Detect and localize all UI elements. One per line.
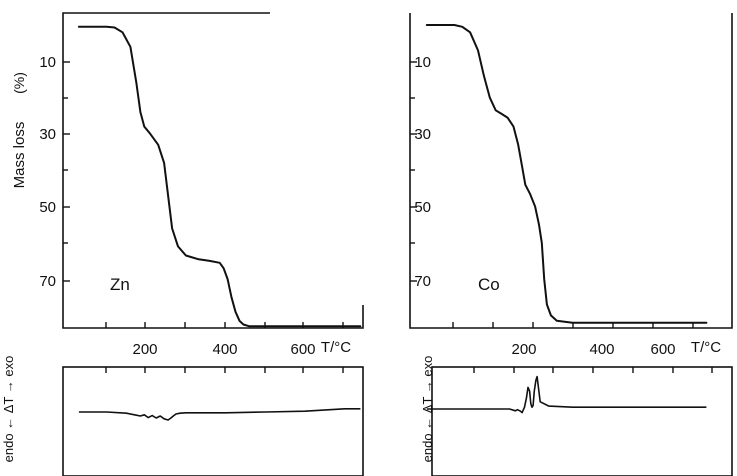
co-tg-curve: [425, 24, 708, 324]
co-y-tick-label-30: 30: [414, 126, 431, 143]
zn-y-tick-label-30: 30: [39, 126, 56, 143]
co-dta-curve: [426, 375, 707, 414]
co-dta-frame: [431, 366, 733, 476]
zn-y-tick-label-70: 70: [39, 273, 56, 290]
co-dta-ticks: [473, 367, 713, 373]
zn-y-axis-label: Mass loss: [11, 122, 28, 189]
zn-y-tick-label-10: 10: [39, 54, 56, 71]
co-y-tick-label-10: 10: [414, 54, 431, 71]
zn-dta-y-axis-label: endo ← ΔT → exo: [1, 356, 16, 463]
zn-y-axis-unit: (%): [11, 72, 27, 94]
panel-zn-tg: 10 30 50 70 200 400 600 T/°C Mass loss (…: [11, 12, 364, 358]
zn-panel-label: Zn: [110, 275, 130, 294]
panel-co-tg: 10 30 50 70 200 400 600 T/°C Co: [409, 13, 733, 358]
co-y-ticks: [410, 61, 417, 282]
panel-zn-dta: endo ← ΔT → exo: [1, 356, 364, 476]
co-x-tick-label-200: 200: [511, 341, 536, 358]
co-panel-label: Co: [478, 275, 500, 294]
zn-x-tick-label-600: 600: [290, 341, 315, 358]
zn-tg-curve: [77, 25, 362, 328]
zn-y-tick-label-50: 50: [39, 199, 56, 216]
zn-x-tick-label-200: 200: [132, 341, 157, 358]
zn-dta-ticks: [105, 367, 344, 373]
co-y-tick-label-50: 50: [414, 199, 431, 216]
zn-y-ticks: [63, 61, 70, 282]
co-x-axis-label: T/°C: [691, 339, 721, 356]
co-tg-frame: [409, 13, 733, 329]
zn-x-axis-label: T/°C: [321, 339, 351, 356]
zn-x-tick-label-400: 400: [212, 341, 237, 358]
zn-dta-frame: [62, 366, 364, 476]
co-x-tick-label-400: 400: [589, 341, 614, 358]
co-x-tick-label-600: 600: [650, 341, 675, 358]
zn-dta-curve: [78, 408, 361, 421]
panel-co-dta: endo ← ΔT → exo: [420, 356, 733, 476]
co-y-tick-label-70: 70: [414, 273, 431, 290]
zn-tg-frame: [62, 12, 364, 329]
